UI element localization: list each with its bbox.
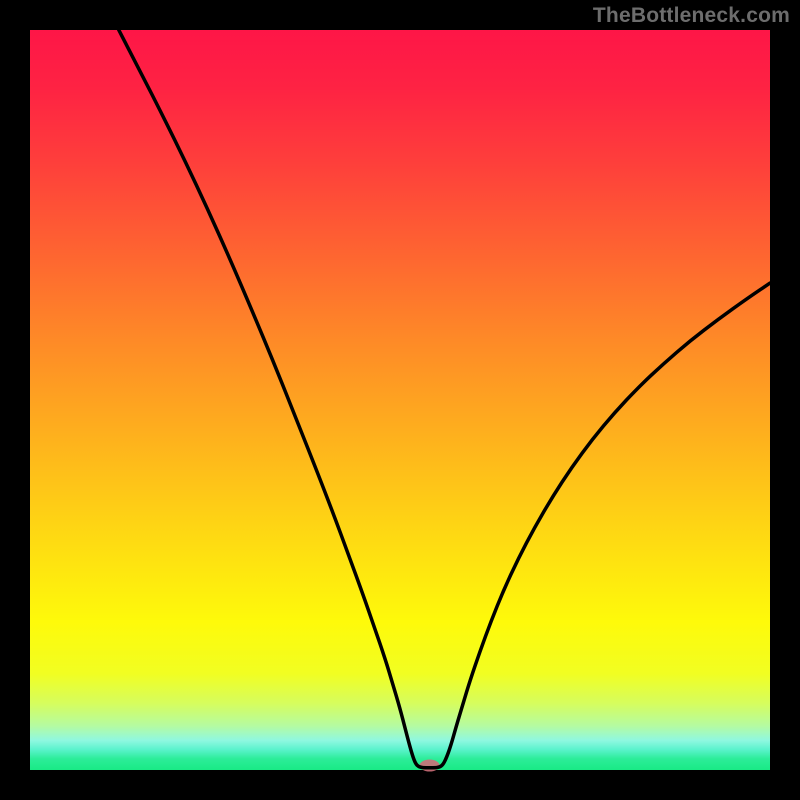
plot-background xyxy=(30,30,770,770)
bottleneck-chart xyxy=(0,0,800,800)
chart-frame: TheBottleneck.com xyxy=(0,0,800,800)
minimum-marker xyxy=(420,760,440,772)
